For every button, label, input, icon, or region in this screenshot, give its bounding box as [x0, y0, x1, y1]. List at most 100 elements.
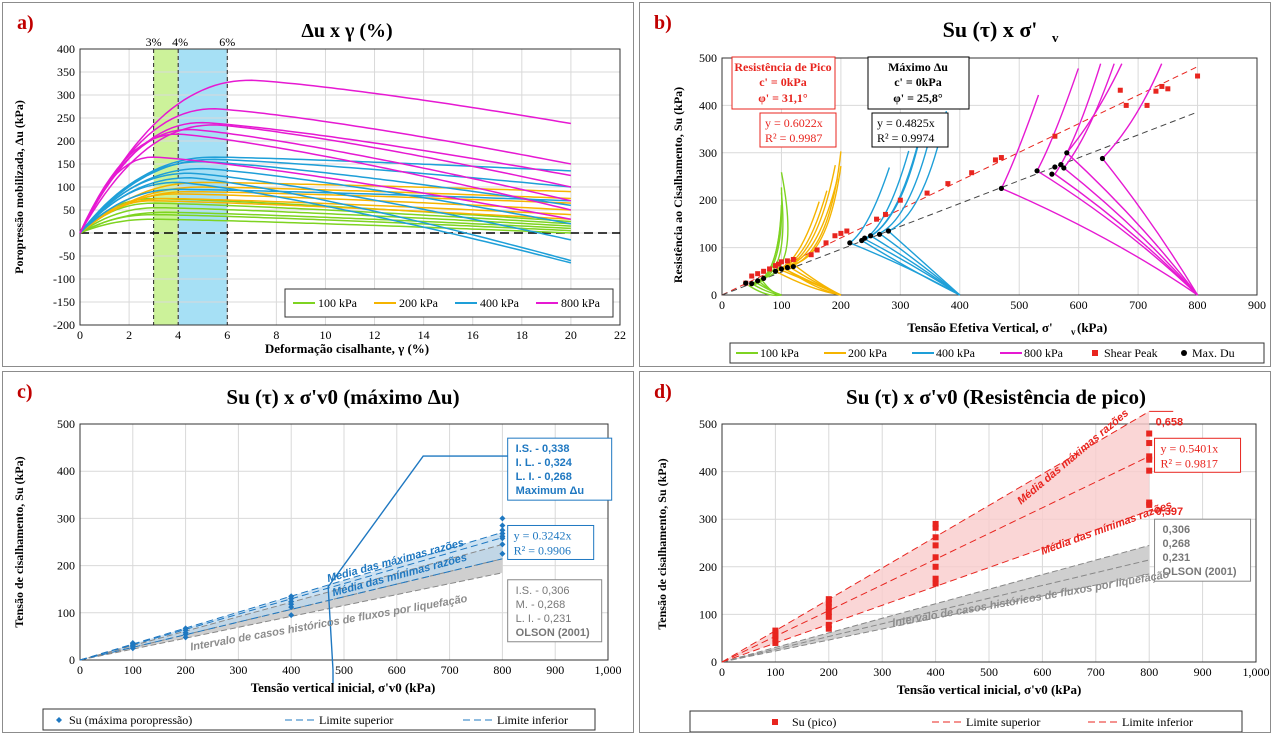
data-point [499, 550, 506, 557]
y-tick-label: 100 [57, 606, 75, 620]
annotation-box [731, 56, 836, 110]
data-point [772, 627, 779, 634]
shear-peak-point [945, 181, 951, 187]
y-tick-label: 350 [57, 65, 75, 79]
max-du-point [885, 228, 892, 234]
olson-line [721, 559, 1150, 663]
equation: y = 0.3242x [514, 528, 572, 542]
series-800-kPa [79, 79, 572, 234]
data-point [932, 542, 939, 549]
x-tick-label: 16 [467, 328, 479, 342]
legend-entry: 800 kPa [561, 296, 601, 310]
series-line [861, 239, 961, 296]
x-tick-label: 300 [229, 663, 247, 677]
chart-d: d) Su (τ) x σ'v0 (Resistência de pico) 0 10… [654, 381, 1270, 732]
max-du-point [1099, 155, 1106, 162]
legend-entry: 100 kPa [760, 346, 800, 360]
series-line [79, 124, 572, 234]
series-line [870, 235, 961, 296]
series-line [79, 79, 572, 234]
trendline-peak [721, 66, 1198, 296]
zone-label: 4% [172, 35, 188, 49]
x-tick-label: 400 [951, 298, 969, 312]
legend-entry: Max. Du [1192, 346, 1235, 360]
x-tick-label: 900 [1248, 298, 1266, 312]
shear-peak-point [808, 252, 814, 258]
info-line: L. I. - 0,231 [516, 613, 572, 625]
series-400-kPa [79, 156, 572, 264]
x-tick-label: 2 [126, 328, 132, 342]
data-point [499, 541, 506, 548]
x-axis-label: Tensão vertical inicial, σ'v0 (kPa) [251, 680, 436, 695]
data-point [1146, 453, 1153, 460]
series-line [79, 197, 571, 234]
shear-peak-point [823, 240, 829, 246]
legend-entry: Limite inferior [497, 713, 568, 727]
y-tick-label: 500 [699, 51, 717, 65]
y-tick-label: 100 [699, 241, 717, 255]
series-line [887, 230, 961, 296]
shear-peak-point [784, 258, 790, 264]
annotation-title: Resistência de Pico [734, 60, 831, 74]
x-tick-label: 14 [418, 328, 430, 342]
series-line [1036, 68, 1080, 172]
series-line [79, 200, 571, 234]
x-tick-label: 4 [175, 328, 181, 342]
series-line [79, 193, 571, 234]
series-line [1063, 167, 1199, 296]
x-axis-subscript: v [1071, 327, 1076, 337]
max-du-point [784, 264, 790, 271]
series-line [79, 167, 572, 234]
data-point [499, 527, 506, 534]
info-line: 0,231 [1163, 552, 1191, 564]
max-du-point [868, 233, 874, 239]
info-box [507, 437, 613, 501]
legend-entry: 400 kPa [936, 346, 976, 360]
panel-d: d) Su (τ) x σ'v0 (Resistência de pico) 0 10… [639, 371, 1271, 733]
panel-letter: d) [654, 381, 672, 403]
y-tick-label: 400 [699, 98, 717, 112]
legend-entry: 100 kPa [318, 296, 358, 310]
x-tick-label: 700 [441, 663, 459, 677]
panel-letter: b) [654, 12, 672, 34]
trendline-du [721, 111, 1198, 296]
x-tick-label: 0 [719, 665, 725, 679]
info-line: M. - 0,268 [516, 599, 566, 611]
max-du-point [772, 268, 779, 274]
x-tick-label: 12 [369, 328, 381, 342]
y-tick-label: 200 [57, 559, 75, 573]
series-200-kPa [79, 181, 571, 234]
data-point [825, 596, 832, 603]
series-line [760, 172, 789, 280]
y-tick-label: 200 [699, 193, 717, 207]
shear-peak-point [832, 233, 838, 239]
panel-c: c) Su (τ) x σ'v0 (máximo Δu) 0 100 200 300 400… [2, 371, 634, 733]
annotation-box [867, 56, 970, 110]
olson-line [721, 544, 1150, 663]
x-tick-label: 500 [980, 665, 998, 679]
series-line [1054, 63, 1102, 175]
chart-title: Su (τ) x σ' [943, 17, 1038, 42]
shear-peak-point [1153, 88, 1159, 94]
shear-peak-point [882, 211, 888, 217]
r-squared: R² = 0.9987 [765, 131, 822, 145]
x-tick-label: 300 [891, 298, 909, 312]
series-line [1001, 187, 1198, 296]
series-line [79, 156, 571, 234]
shear-peak-point [749, 273, 755, 279]
chart-b: b) Su (τ) x σ' v 0 100 200 300 400 500 0 100 200 300… [654, 12, 1266, 364]
info-line: I.S. - 0,338 [516, 443, 570, 455]
legend-entry: 400 kPa [480, 296, 520, 310]
limit-line [79, 558, 503, 661]
series-line [79, 213, 571, 234]
legend: Su (pico) Limite superior Limite inferior [689, 710, 1243, 732]
equation: y = 0.4825x [877, 116, 935, 130]
shear-peak-point [1159, 83, 1165, 89]
x-tick-label: 900 [1194, 665, 1212, 679]
shear-peak-point [775, 261, 781, 267]
shear-peak-point [992, 157, 998, 163]
max-du-point [998, 185, 1004, 191]
info-line: I.S. - 0,306 [516, 585, 570, 597]
series-line [79, 181, 572, 264]
